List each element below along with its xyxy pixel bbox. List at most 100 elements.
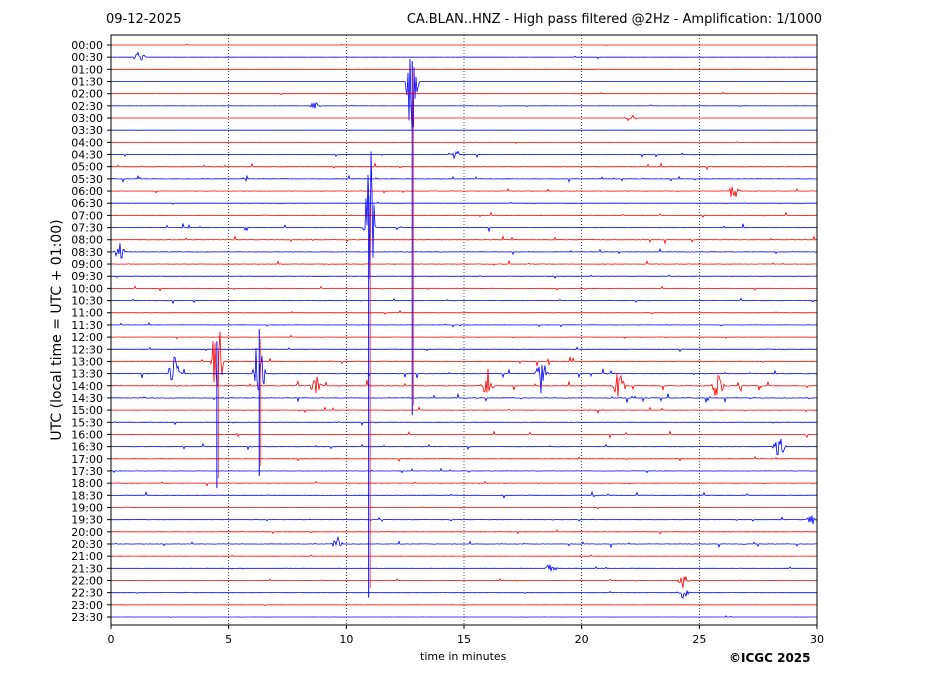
y-tick-label: 05:30 [71, 173, 103, 186]
copyright: ©ICGC 2025 [729, 651, 811, 665]
x-tick-label: 30 [810, 633, 824, 646]
y-tick-label: 17:30 [71, 465, 103, 478]
trace-09:30 [110, 274, 818, 279]
trace-05:30 [110, 174, 818, 184]
trace-06:30 [110, 201, 817, 205]
x-tick-label: 25 [692, 633, 706, 646]
trace-23:30 [111, 615, 817, 618]
y-tick-label: 15:00 [71, 404, 103, 417]
trace-01:00 [110, 68, 818, 71]
trace-13:00 [110, 331, 817, 387]
trace-15:30 [110, 420, 818, 427]
y-tick-label: 06:30 [71, 197, 103, 210]
y-tick-label: 15:30 [71, 416, 103, 429]
trace-00:00 [111, 43, 817, 46]
trace-22:00 [110, 576, 818, 589]
x-tick-label: 0 [108, 633, 115, 646]
y-tick-label: 04:30 [71, 149, 103, 162]
y-tick-label: 12:30 [71, 343, 103, 356]
trace-11:00 [110, 309, 818, 315]
trace-03:00 [110, 114, 817, 122]
y-tick-label: 12:00 [71, 331, 103, 344]
x-axis-label: time in minutes [420, 650, 507, 663]
trace-08:30 [110, 243, 818, 259]
chart-title: CA.BLAN..HNZ - High pass filtered @2Hz -… [406, 12, 822, 27]
plot-frame [110, 34, 818, 626]
y-tick-label: 16:00 [71, 428, 103, 441]
trace-07:00 [110, 211, 817, 218]
trace-15:00 [110, 406, 818, 415]
trace-20:30 [110, 535, 818, 549]
trace-06:00 [110, 186, 817, 197]
y-axis-label: UTC (local time = UTC + 01:00) [49, 219, 65, 441]
y-tick-label: 01:30 [71, 76, 103, 89]
trace-19:30 [110, 515, 818, 525]
y-tick-label: 08:30 [71, 246, 103, 259]
y-tick-label: 14:00 [71, 380, 103, 393]
y-tick-label: 01:00 [71, 63, 103, 76]
y-tick-label: 07:00 [71, 209, 103, 222]
trace-20:00 [110, 529, 817, 535]
y-tick-label: 22:30 [71, 587, 103, 600]
x-tick-label: 15 [457, 633, 471, 646]
y-tick-label: 13:30 [71, 368, 103, 381]
trace-05:00 [110, 162, 818, 171]
y-tick-label: 11:00 [71, 307, 103, 320]
x-tick-label: 5 [225, 633, 232, 646]
date-label: 09-12-2025 [106, 12, 182, 27]
trace-04:00 [110, 141, 817, 144]
y-tick-label: 19:00 [71, 501, 103, 514]
trace-21:30 [110, 564, 817, 572]
trace-17:30 [110, 467, 817, 474]
y-tick-label: 19:30 [71, 514, 103, 527]
trace-18:30 [110, 490, 818, 499]
y-tick-label: 03:00 [71, 112, 103, 125]
trace-10:30 [110, 297, 818, 305]
y-tick-label: 14:30 [71, 392, 103, 405]
y-tick-label: 23:30 [71, 611, 103, 624]
trace-02:30 [110, 102, 818, 109]
trace-11:30 [110, 322, 818, 328]
y-tick-label: 02:30 [71, 100, 103, 113]
y-tick-label: 11:30 [71, 319, 103, 332]
y-tick-label: 02:00 [71, 88, 103, 101]
y-tick-label: 21:30 [71, 562, 103, 575]
y-tick-label: 18:30 [71, 489, 103, 502]
trace-17:00 [110, 455, 818, 463]
trace-14:00 [110, 368, 818, 397]
y-tick-label: 00:30 [71, 51, 103, 64]
trace-09:00 [110, 259, 818, 266]
y-tick-label: 08:00 [71, 234, 103, 247]
y-tick-label: 16:30 [71, 441, 103, 454]
y-tick-label: 03:30 [71, 124, 103, 137]
y-tick-label: 05:00 [71, 161, 103, 174]
trace-23:00 [110, 604, 817, 606]
trace-16:00 [110, 430, 817, 439]
trace-14:30 [110, 392, 818, 404]
y-tick-label: 07:30 [71, 222, 103, 235]
y-tick-label: 20:00 [71, 526, 103, 539]
trace-04:30 [110, 150, 817, 160]
trace-01:30 [110, 58, 817, 129]
trace-19:00 [110, 506, 818, 510]
y-tick-label: 09:00 [71, 258, 103, 271]
y-tick-label: 10:00 [71, 282, 103, 295]
trace-07:30 [110, 151, 818, 279]
y-tick-label: 00:00 [71, 39, 103, 52]
trace-16:30 [110, 438, 818, 456]
trace-12:00 [110, 334, 818, 340]
trace-02:00 [110, 91, 817, 96]
x-tick-label: 20 [575, 633, 589, 646]
trace-18:00 [110, 480, 818, 487]
trace-08:00 [110, 235, 817, 245]
y-tick-label: 23:00 [71, 599, 103, 612]
trace-10:00 [110, 285, 817, 292]
y-tick-label: 13:00 [71, 355, 103, 368]
x-tick-label: 10 [339, 633, 353, 646]
trace-21:00 [110, 554, 817, 557]
y-tick-label: 17:00 [71, 453, 103, 466]
y-tick-label: 22:00 [71, 574, 103, 587]
trace-00:30 [110, 51, 817, 61]
